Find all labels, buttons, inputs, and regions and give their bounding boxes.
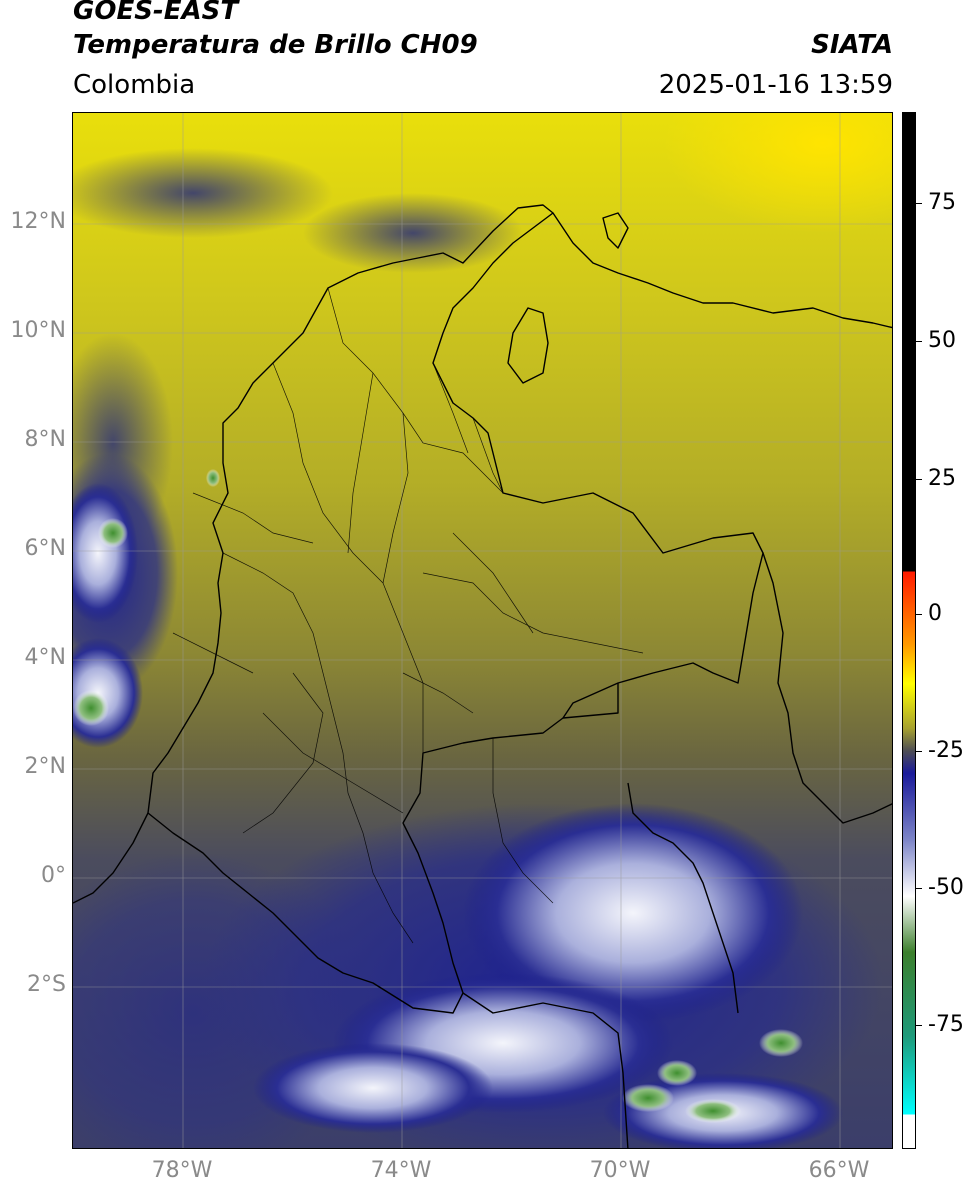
cloud-band-north-2 bbox=[303, 193, 523, 273]
brightness-temperature-map bbox=[73, 113, 892, 1148]
cloud-band-north bbox=[73, 148, 333, 238]
colorbar-label-0: 0 bbox=[928, 601, 942, 626]
lat-label-10n: 10°N bbox=[10, 318, 66, 343]
green-core-pacific-2 bbox=[98, 518, 128, 548]
green-core-southeast-1 bbox=[759, 1029, 803, 1057]
green-core-southeast-2 bbox=[657, 1060, 697, 1086]
lat-label-2n: 2°N bbox=[24, 754, 66, 779]
graticule bbox=[73, 113, 892, 1148]
lon-label-78w: 78°W bbox=[151, 1158, 213, 1183]
source-label: SIATA bbox=[811, 30, 893, 60]
cold-cloud-pacific-2 bbox=[73, 483, 138, 623]
timestamp-label: 2025-01-16 13:59 bbox=[658, 70, 893, 100]
colorbar-label-50: 50 bbox=[928, 328, 956, 353]
colorbar-tick-50 bbox=[916, 341, 922, 342]
colorbar-tick-25 bbox=[916, 479, 922, 480]
title-satellite: GOES-EAST bbox=[73, 0, 239, 26]
department-boundaries bbox=[172, 287, 644, 944]
cold-cloud-amazon-3 bbox=[253, 1043, 493, 1133]
green-core-magdalena bbox=[206, 469, 220, 487]
lat-label-2s: 2°S bbox=[27, 972, 66, 997]
venezuela-border bbox=[552, 212, 892, 329]
colorbar-tick-75 bbox=[916, 203, 922, 204]
colorbar-tick-minus50 bbox=[916, 888, 922, 889]
lat-label-8n: 8°N bbox=[24, 427, 66, 452]
colorbar-tick-minus75 bbox=[916, 1025, 922, 1026]
colorbar-label-minus50: -50 bbox=[928, 875, 964, 900]
cold-cloud-amazon-1 bbox=[463, 803, 803, 1023]
lon-label-66w: 66°W bbox=[808, 1158, 870, 1183]
country-boundaries bbox=[73, 204, 892, 1148]
region-label: Colombia bbox=[73, 70, 196, 100]
green-core-southeast-4 bbox=[685, 1099, 741, 1123]
green-core-pacific bbox=[73, 690, 109, 726]
paraguana bbox=[602, 212, 629, 249]
brazil-border bbox=[562, 683, 619, 719]
colorbar-label-minus25: -25 bbox=[928, 738, 964, 763]
colorbar-label-25: 25 bbox=[928, 466, 956, 491]
ecuador-peru-border bbox=[73, 812, 149, 904]
map-panel bbox=[72, 112, 893, 1149]
lat-label-4n: 4°N bbox=[24, 645, 66, 670]
colorbar-label-75: 75 bbox=[928, 190, 956, 215]
lat-label-0: 0° bbox=[41, 863, 66, 888]
lon-label-74w: 74°W bbox=[370, 1158, 432, 1183]
lon-label-70w: 70°W bbox=[589, 1158, 651, 1183]
colorbar-label-minus75: -75 bbox=[928, 1012, 964, 1037]
warm-area-northeast bbox=[663, 113, 892, 233]
lat-label-12n: 12°N bbox=[10, 209, 66, 234]
brazil-border-2 bbox=[627, 782, 739, 1014]
colorbar-tick-minus25 bbox=[916, 751, 922, 752]
maracaibo-lake bbox=[507, 307, 549, 384]
peru-border bbox=[462, 992, 629, 1148]
green-core-southeast-3 bbox=[622, 1084, 674, 1112]
colorbar bbox=[902, 112, 916, 1149]
colorbar-tick-0 bbox=[916, 614, 922, 615]
lat-label-6n: 6°N bbox=[24, 536, 66, 561]
venezuela-border-south bbox=[762, 552, 892, 824]
title-product: Temperatura de Brillo CH09 bbox=[73, 30, 478, 60]
